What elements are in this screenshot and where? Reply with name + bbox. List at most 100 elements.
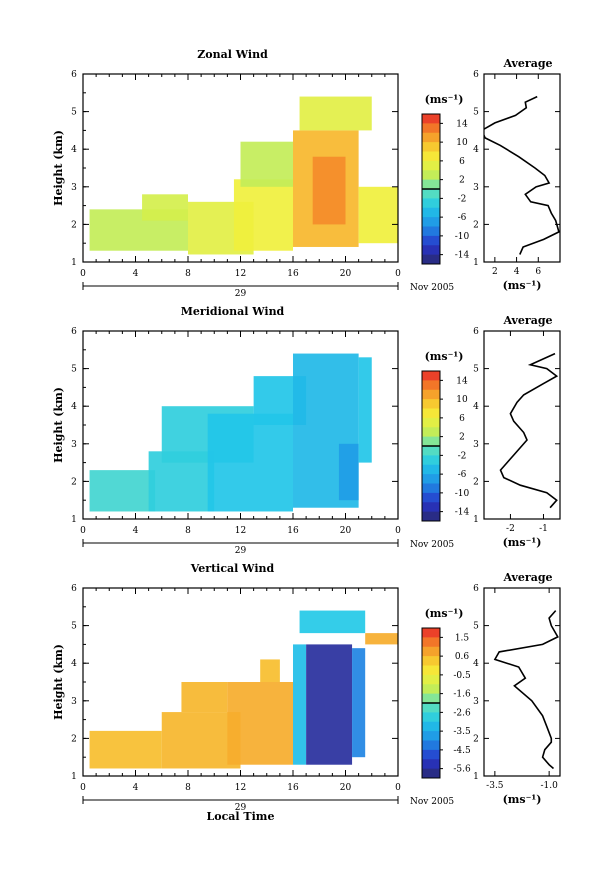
colorbar-segment <box>422 656 440 666</box>
colorbar-segment <box>422 768 440 779</box>
x-tick-label: 16 <box>287 783 299 793</box>
heat-cell <box>240 141 293 187</box>
profile-x-tick-label: -2 <box>506 524 515 534</box>
colorbar-segment <box>422 474 440 484</box>
colorbar-tick-label: -3.5 <box>453 727 471 737</box>
colorbar-segment <box>422 380 440 391</box>
profile-y-tick-label: 6 <box>473 584 479 594</box>
colorbar-unit: (ms⁻¹) <box>425 607 464 620</box>
month-label: Nov 2005 <box>410 540 454 550</box>
profile-x-tick-label: 6 <box>535 267 541 277</box>
y-tick-label: 1 <box>71 515 77 525</box>
profile-y-tick-label: 5 <box>473 365 479 375</box>
profile-line <box>484 95 560 255</box>
profile-line <box>499 352 559 509</box>
heat-cell <box>299 610 366 634</box>
colorbar-segment <box>422 132 440 143</box>
colorbar-segment <box>422 170 440 181</box>
colorbar-tick-label: 14 <box>456 376 468 386</box>
colorbar-segment <box>422 179 440 190</box>
date-label: 29 <box>235 289 247 299</box>
colorbar-tick-label: -2.6 <box>453 708 471 718</box>
y-tick-label: 6 <box>71 327 77 337</box>
x-tick-label: 0 <box>80 783 86 793</box>
heat-cell <box>365 633 398 645</box>
colorbar-segment <box>422 114 440 124</box>
colorbar-segment <box>422 511 440 522</box>
colorbar-segment <box>422 446 440 456</box>
heat-cell <box>293 644 307 765</box>
y-tick-label: 4 <box>71 659 77 669</box>
profile-x-tick-label: 4 <box>514 267 520 277</box>
profile-frame <box>483 73 561 263</box>
colorbar-segment <box>422 646 440 657</box>
colorbar-segment <box>422 189 440 199</box>
profile-x-tick-label: -3.5 <box>486 781 504 791</box>
x-tick-label: 0 <box>395 526 401 536</box>
profile-y-tick-label: 3 <box>473 697 479 707</box>
colorbar-segment <box>422 455 440 466</box>
colorbar-segment <box>422 674 440 685</box>
colorbar-segment <box>422 389 440 400</box>
x-tick-label: 8 <box>185 269 191 279</box>
profile-y-tick-label: 5 <box>473 622 479 632</box>
profile-y-tick-label: 4 <box>473 402 479 412</box>
colorbar-segment <box>422 637 440 648</box>
heat-cell <box>260 659 280 682</box>
colorbar-tick-label: 14 <box>456 119 468 129</box>
x-axis-label: Local Time <box>207 810 275 823</box>
x-tick-label: 16 <box>287 526 299 536</box>
heat-cell <box>299 96 372 131</box>
colorbar-segment <box>422 703 440 713</box>
colorbar-unit: (ms⁻¹) <box>425 93 464 106</box>
colorbar-segment <box>422 217 440 227</box>
colorbar-tick-label: -2 <box>458 194 467 204</box>
profile-frame <box>483 587 561 777</box>
colorbar-segment <box>422 151 440 162</box>
x-tick-label: 20 <box>340 269 352 279</box>
colorbar-segment <box>422 254 440 265</box>
colorbar-segment <box>422 665 440 676</box>
colorbar-segment <box>422 207 440 218</box>
heat-cell <box>227 682 293 765</box>
profile-y-tick-label: 6 <box>473 327 479 337</box>
colorbar-segment <box>422 492 440 503</box>
colorbar-tick-label: -10 <box>455 489 470 499</box>
colorbar-segment <box>422 198 440 209</box>
x-tick-label: 4 <box>133 526 139 536</box>
y-tick-label: 4 <box>71 145 77 155</box>
colorbar-tick-label: -14 <box>455 508 470 518</box>
month-label: Nov 2005 <box>410 797 454 807</box>
data-regions <box>89 96 398 255</box>
colorbar-segment <box>422 712 440 723</box>
colorbar-tick-label: -4.5 <box>453 746 471 756</box>
colorbar-segment <box>422 502 440 513</box>
heat-cell <box>338 443 359 501</box>
y-tick-label: 6 <box>71 70 77 80</box>
colorbar-segment <box>422 684 440 695</box>
colorbar-tick-label: 6 <box>459 157 465 167</box>
colorbar-segment <box>422 721 440 732</box>
x-tick-label: 0 <box>395 783 401 793</box>
heat-cell <box>233 179 293 251</box>
y-tick-label: 1 <box>71 258 77 268</box>
colorbar-segment <box>422 235 440 246</box>
colorbar-unit: (ms⁻¹) <box>425 350 464 363</box>
y-tick-label: 1 <box>71 772 77 782</box>
colorbar-segment <box>422 408 440 419</box>
data-regions <box>89 353 372 512</box>
y-tick-label: 5 <box>71 622 77 632</box>
y-tick-label: 5 <box>71 108 77 118</box>
heat-cell <box>306 644 353 765</box>
heat-cell <box>181 682 228 713</box>
x-tick-label: 12 <box>235 269 246 279</box>
y-axis-label: Height (km) <box>52 644 65 720</box>
colorbar-segment <box>422 245 440 256</box>
panel-title: Vertical Wind <box>190 562 275 575</box>
panel-title: Zonal Wind <box>197 48 268 61</box>
profile-y-tick-label: 4 <box>473 659 479 669</box>
profile-y-tick-label: 1 <box>473 772 479 782</box>
profile-y-tick-label: 2 <box>473 220 479 230</box>
